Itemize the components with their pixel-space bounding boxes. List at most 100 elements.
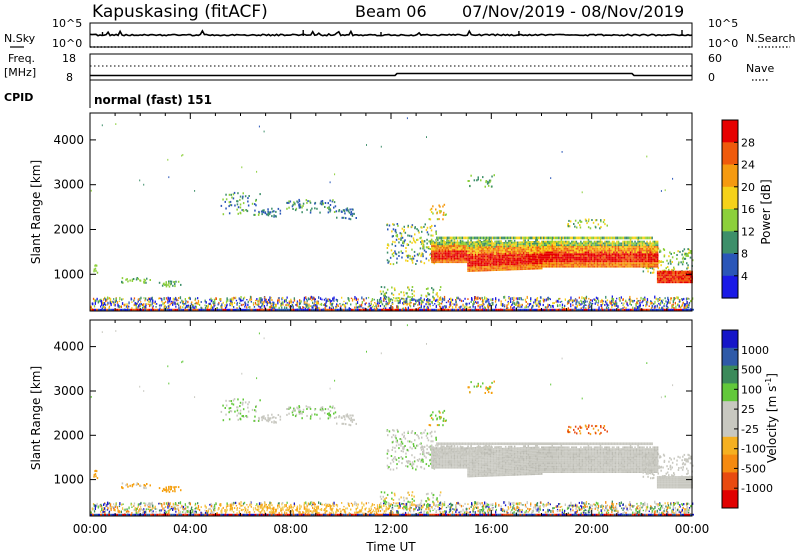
heatmap-cell bbox=[610, 249, 612, 252]
heatmap-cell bbox=[631, 240, 633, 243]
heatmap-cell bbox=[188, 308, 191, 311]
heatmap-cell bbox=[547, 236, 549, 240]
heatmap-cell bbox=[519, 264, 522, 267]
heatmap-cell bbox=[576, 236, 578, 240]
heatmap-cell bbox=[464, 250, 466, 253]
heatmap-cell bbox=[628, 240, 630, 243]
heatmap-cell bbox=[402, 291, 405, 294]
heatmap-cell bbox=[565, 256, 567, 259]
heatmap-cell bbox=[559, 249, 561, 252]
heatmap-cell bbox=[195, 305, 197, 309]
heatmap-cell bbox=[471, 246, 474, 249]
heatmap-cell bbox=[508, 302, 510, 305]
heatmap-cell bbox=[414, 241, 417, 244]
heatmap-cell bbox=[498, 263, 501, 266]
heatmap-cell bbox=[589, 264, 591, 266]
heatmap-cell bbox=[456, 250, 459, 253]
heatmap-cell bbox=[268, 306, 271, 309]
heatmap-cell bbox=[150, 297, 152, 300]
heatmap-cell bbox=[440, 241, 442, 244]
heatmap-cell bbox=[656, 264, 659, 266]
heatmap-cell bbox=[643, 240, 645, 243]
heatmap-cell bbox=[512, 256, 514, 258]
heatmap-cell bbox=[194, 307, 196, 310]
heatmap-cell bbox=[501, 308, 504, 311]
heatmap-cell bbox=[153, 302, 155, 304]
heatmap-cell bbox=[338, 210, 340, 213]
heatmap-cell bbox=[547, 303, 549, 307]
heatmap-cell bbox=[427, 298, 429, 301]
heatmap-cell bbox=[277, 301, 279, 305]
heatmap-cell bbox=[216, 307, 218, 310]
heatmap-cell bbox=[197, 297, 199, 300]
heatmap-cell bbox=[486, 251, 489, 254]
heatmap-cell bbox=[553, 262, 555, 264]
heatmap-cell bbox=[512, 266, 514, 269]
heatmap-cell bbox=[143, 281, 145, 283]
heatmap-cell bbox=[570, 296, 572, 300]
heatmap-cell bbox=[559, 236, 562, 240]
heatmap-cell bbox=[494, 258, 496, 261]
heatmap-cell bbox=[646, 256, 648, 259]
heatmap-cell bbox=[503, 256, 505, 259]
heatmap-cell bbox=[441, 297, 444, 301]
heatmap-cell bbox=[525, 301, 527, 303]
heatmap-cell bbox=[501, 249, 504, 252]
heatmap-cell bbox=[473, 300, 475, 304]
heatmap-cell bbox=[432, 297, 435, 299]
power-heatmap bbox=[90, 117, 694, 311]
heatmap-cell bbox=[599, 262, 602, 264]
heatmap-cell bbox=[611, 262, 614, 264]
heatmap-cell bbox=[210, 308, 213, 311]
heatmap-cell bbox=[233, 296, 235, 300]
heatmap-cell bbox=[132, 308, 135, 311]
heatmap-cell bbox=[443, 295, 446, 299]
heatmap-cell bbox=[348, 211, 351, 214]
heatmap-cell bbox=[595, 260, 597, 263]
heatmap-cell bbox=[224, 304, 226, 307]
heatmap-cell bbox=[507, 261, 510, 264]
freq-frame bbox=[89, 53, 693, 81]
heatmap-cell bbox=[569, 264, 572, 266]
heatmap-cell bbox=[690, 250, 693, 253]
heatmap-cell bbox=[503, 251, 505, 253]
heatmap-cell bbox=[244, 195, 247, 198]
heatmap-cell bbox=[480, 264, 483, 267]
heatmap-cell bbox=[139, 303, 141, 306]
heatmap-cell bbox=[217, 303, 219, 306]
heatmap-cell bbox=[440, 239, 442, 242]
heatmap-cell bbox=[616, 242, 618, 245]
heatmap-cell bbox=[655, 242, 657, 245]
heatmap-cell bbox=[647, 247, 650, 250]
heatmap-cell bbox=[649, 240, 651, 243]
heatmap-cell bbox=[461, 241, 463, 244]
heatmap-cell bbox=[341, 303, 344, 306]
heatmap-cell bbox=[628, 298, 630, 301]
heatmap-cell bbox=[521, 241, 523, 244]
heatmap-cell bbox=[599, 238, 602, 241]
heatmap-cell bbox=[489, 303, 491, 306]
heatmap-cell bbox=[169, 280, 172, 283]
heatmap-cell bbox=[655, 258, 657, 261]
heatmap-cell bbox=[453, 245, 456, 247]
heatmap-cell bbox=[178, 304, 180, 307]
heatmap-cell bbox=[432, 288, 435, 291]
heatmap-cell bbox=[356, 308, 359, 311]
heatmap-cell bbox=[295, 304, 297, 306]
heatmap-cell bbox=[121, 302, 124, 305]
heatmap-cell bbox=[492, 265, 495, 268]
heatmap-cell bbox=[647, 246, 650, 248]
heatmap-cell bbox=[423, 262, 426, 265]
heatmap-cell bbox=[652, 244, 654, 247]
heatmap-cell bbox=[533, 249, 535, 252]
heatmap-cell bbox=[440, 246, 442, 249]
heatmap-cell bbox=[471, 245, 474, 247]
heatmap-cell bbox=[326, 305, 328, 308]
heatmap-cell bbox=[494, 254, 496, 257]
heatmap-cell bbox=[353, 213, 355, 215]
heatmap-cell bbox=[619, 297, 621, 301]
heatmap-cell bbox=[583, 249, 585, 252]
heatmap-cell bbox=[318, 296, 320, 299]
heatmap-cell bbox=[539, 299, 541, 303]
heatmap-cell bbox=[569, 220, 572, 223]
